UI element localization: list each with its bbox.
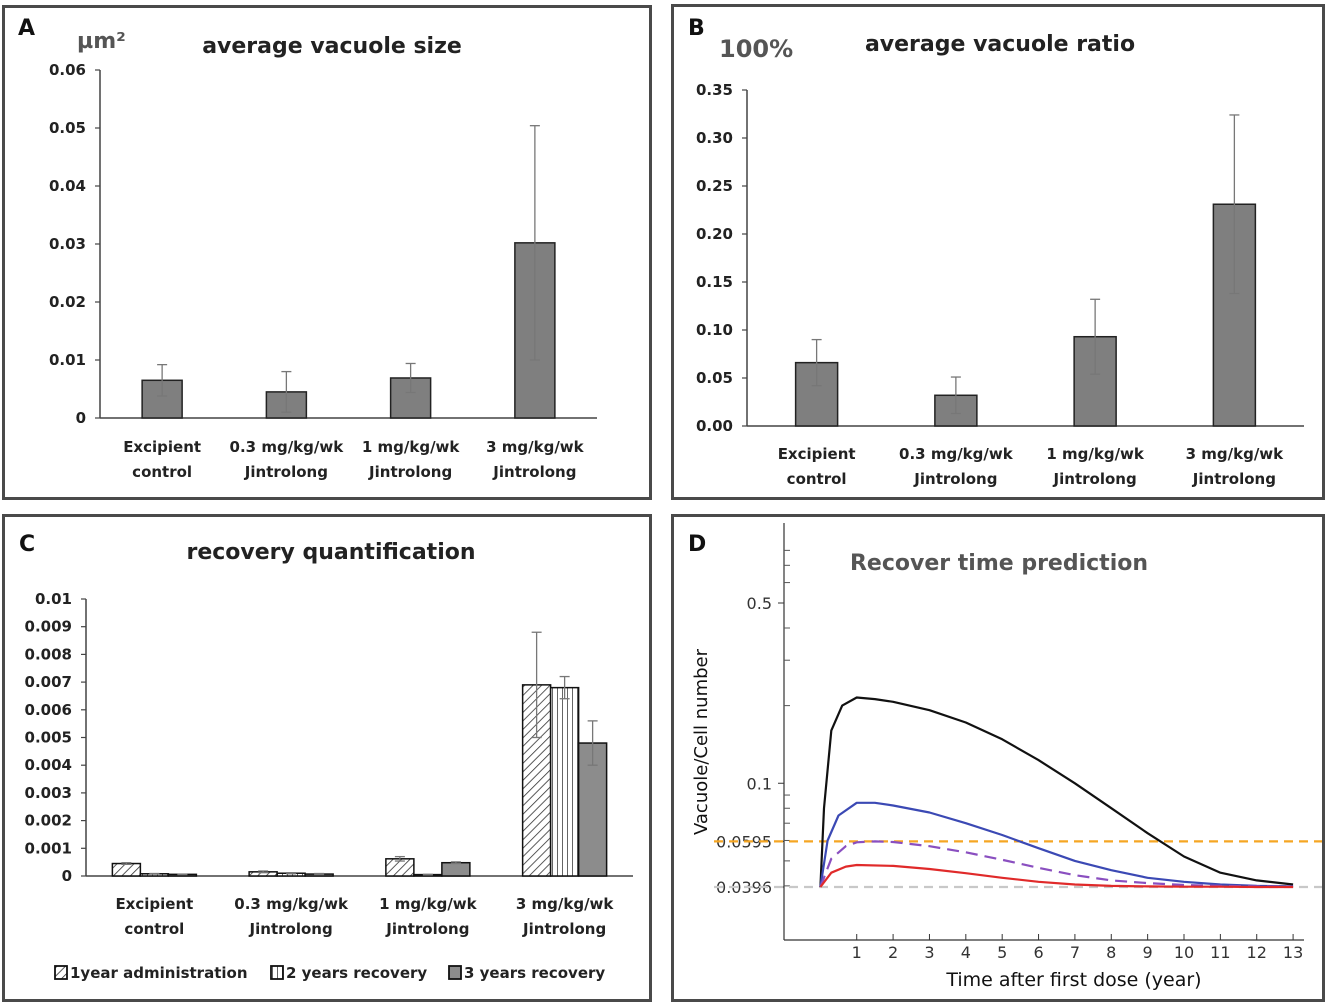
panel-letter: A <box>18 16 35 41</box>
x-tick-label: 3 <box>924 943 934 962</box>
y-tick-label: 0.007 <box>25 673 72 691</box>
x-category-label: 3 mg/kg/wk <box>516 895 615 913</box>
legend-label: 2 years recovery <box>286 964 427 982</box>
y-tick-label: 0.25 <box>696 177 733 195</box>
y-tick-label: 0.30 <box>696 129 733 147</box>
panel-letter: D <box>688 532 706 557</box>
x-category-label: 3 mg/kg/wk <box>1186 445 1285 463</box>
x-category-label: control <box>124 920 184 938</box>
panel-letter: B <box>688 16 705 41</box>
bar <box>549 686 580 877</box>
y-tick-label: 0.20 <box>696 225 733 243</box>
y-tick-label: 0.5 <box>747 594 772 613</box>
y-tick-label: 0.003 <box>25 784 72 802</box>
bar <box>111 862 142 877</box>
x-category-label: 0.3 mg/kg/wk <box>899 445 1014 463</box>
x-category-label: Excipient <box>115 895 193 913</box>
legend-swatch <box>270 965 284 980</box>
y-tick-label: 0.005 <box>25 729 72 747</box>
x-category-label: Jintrolong <box>368 463 452 481</box>
x-tick-label: 1 <box>852 943 862 962</box>
legend-label: 1year administration <box>70 964 248 982</box>
y-tick-label: 0.02 <box>49 293 86 311</box>
x-tick-label: 10 <box>1174 943 1194 962</box>
y-tick-label: 0.06 <box>49 61 86 79</box>
x-category-label: 3 mg/kg/wk <box>486 438 585 456</box>
y-tick-label: 0.05 <box>696 369 733 387</box>
x-tick-label: 5 <box>997 943 1007 962</box>
x-category-label: Jintrolong <box>492 463 576 481</box>
x-tick-label: 9 <box>1143 943 1153 962</box>
y-tick-label: 0 <box>76 409 86 427</box>
series-line-black <box>819 696 1294 888</box>
x-category-label: 0.3 mg/kg/wk <box>234 895 349 913</box>
y-tick-label: 0.004 <box>25 756 72 774</box>
y-tick-label: 0.01 <box>35 590 72 608</box>
panel-d: D Recover time prediction 0.5 0.1 0.0595 0.03… <box>671 514 1325 1002</box>
x-tick-label: 11 <box>1210 943 1230 962</box>
x-category-label: Jintrolong <box>1053 470 1137 488</box>
chart-title: Recover time prediction <box>850 551 1148 576</box>
y-tick-label: 0.008 <box>25 645 72 663</box>
x-category-label: Jintrolong <box>385 920 469 938</box>
x-category-label: Jintrolong <box>913 470 997 488</box>
series-line-red <box>819 863 1294 889</box>
y-tick-label: 0.00 <box>696 417 733 435</box>
x-category-label: control <box>132 463 192 481</box>
y-tick-label: 0.15 <box>696 273 733 291</box>
x-category-label: 0.3 mg/kg/wk <box>230 438 345 456</box>
x-category-label: control <box>787 470 847 488</box>
bar <box>441 861 471 877</box>
panel-letter: C <box>19 532 35 557</box>
x-category-label: Jintrolong <box>249 920 333 938</box>
x-tick-label: 13 <box>1283 943 1303 962</box>
x-tick-label: 4 <box>961 943 971 962</box>
x-category-label: 1 mg/kg/wk <box>1046 445 1145 463</box>
y-tick-label: 0 <box>62 867 72 885</box>
y-tick-label: 0.10 <box>696 321 733 339</box>
unit-label: µm² <box>77 29 126 54</box>
chart-title: recovery quantification <box>186 540 475 565</box>
y-tick-label: 0.05 <box>49 119 86 137</box>
y-tick-label: 0.1 <box>747 774 772 793</box>
x-category-label: 1 mg/kg/wk <box>362 438 461 456</box>
x-tick-label: 12 <box>1247 943 1267 962</box>
chart-b-svg: B 100% average vacuole ratio 0.00 0.05 0.10 0.… <box>688 16 1304 488</box>
x-tick-label: 2 <box>888 943 898 962</box>
y-tick-label: 0.006 <box>25 701 72 719</box>
x-tick-label: 6 <box>1033 943 1043 962</box>
legend: 1year administration 2 years recovery 3 ye… <box>54 964 605 982</box>
chart-title: average vacuole ratio <box>865 32 1135 57</box>
series-line-blue <box>819 801 1294 888</box>
x-category-label: Jintrolong <box>244 463 328 481</box>
chart-title: average vacuole size <box>202 34 462 59</box>
y-tick-label: 0.35 <box>696 81 733 99</box>
y-tick-label: 0.002 <box>25 812 72 830</box>
x-tick-label: 7 <box>1070 943 1080 962</box>
y-tick-label: 0.04 <box>49 177 86 195</box>
x-tick-label: 8 <box>1106 943 1116 962</box>
series-line-purple-dashed <box>819 840 1294 888</box>
y-tick-label: 0.001 <box>25 839 72 857</box>
x-category-label: Excipient <box>123 438 201 456</box>
y-axis-label: Vacuole/Cell number <box>691 648 712 835</box>
legend-swatch <box>448 965 462 980</box>
legend-swatch <box>54 965 68 980</box>
legend-label: 3 years recovery <box>464 964 605 982</box>
x-category-label: 1 mg/kg/wk <box>379 895 478 913</box>
y-tick-label: 0.009 <box>25 618 72 636</box>
x-category-label: Excipient <box>778 445 856 463</box>
x-axis-label: Time after first dose (year) <box>945 969 1201 991</box>
y-tick-label: 0.03 <box>49 235 86 253</box>
x-category-label: Jintrolong <box>1192 470 1276 488</box>
unit-label: 100% <box>719 35 793 63</box>
panel-b: B 100% average vacuole ratio 0.00 0.05 0.10 0.… <box>671 4 1325 500</box>
x-category-label: Jintrolong <box>522 920 606 938</box>
y-tick-label: 0.01 <box>49 351 86 369</box>
